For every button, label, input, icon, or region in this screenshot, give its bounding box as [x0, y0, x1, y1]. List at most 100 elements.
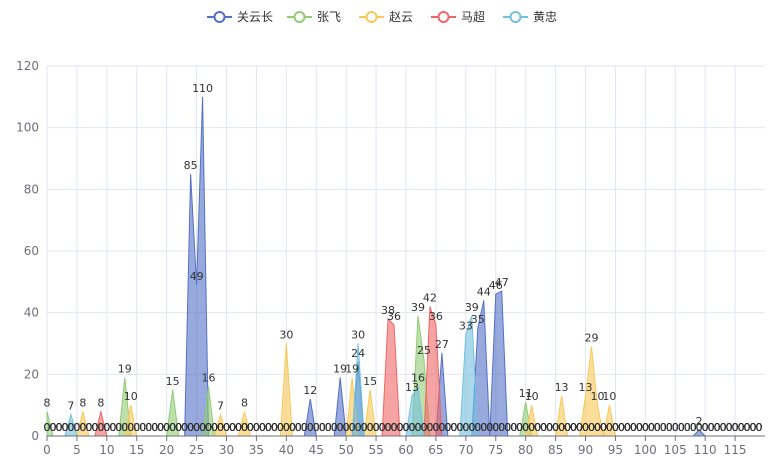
legend-item-3[interactable]: 马超: [431, 9, 485, 24]
data-label: 0: [546, 421, 553, 434]
data-label: 0: [229, 421, 236, 434]
data-label: 0: [648, 421, 655, 434]
data-label: 0: [654, 421, 661, 434]
data-label: 0: [414, 421, 421, 434]
data-label: 0: [79, 421, 86, 434]
legend-marker-icon: [293, 11, 306, 23]
data-label: 39: [411, 301, 425, 314]
data-label: 0: [385, 421, 392, 434]
data-label: 0: [49, 421, 56, 434]
data-label: 0: [115, 421, 122, 434]
data-label: 0: [385, 421, 392, 434]
data-label: 0: [343, 421, 350, 434]
data-label: 0: [265, 421, 272, 434]
legend-label: 张飞: [317, 10, 341, 24]
data-label: 0: [564, 421, 571, 434]
data-label: 24: [351, 347, 365, 360]
data-label: 0: [474, 421, 481, 434]
data-label: 0: [426, 421, 433, 434]
legend-item-2[interactable]: 赵云: [359, 10, 413, 24]
data-label: 0: [187, 421, 194, 434]
data-label: 0: [355, 421, 362, 434]
data-label: 0: [91, 421, 98, 434]
data-label: 0: [151, 421, 158, 434]
data-label: 0: [181, 421, 188, 434]
legend-item-0[interactable]: 关云长: [207, 10, 273, 24]
y-tick-label: 80: [24, 182, 39, 196]
data-label: 0: [157, 421, 164, 434]
data-label: 0: [163, 421, 170, 434]
data-label: 0: [271, 421, 278, 434]
data-label: 35: [471, 313, 485, 326]
data-label: 0: [618, 421, 625, 434]
data-label: 0: [175, 421, 182, 434]
data-label: 0: [277, 421, 284, 434]
data-label: 0: [666, 421, 673, 434]
data-label: 0: [259, 421, 266, 434]
data-label: 0: [247, 421, 254, 434]
data-label: 0: [678, 421, 685, 434]
legend-item-4[interactable]: 黄忠: [503, 10, 557, 24]
data-label: 0: [373, 421, 380, 434]
legend-item-1[interactable]: 张飞: [287, 10, 341, 24]
data-label: 0: [432, 421, 439, 434]
data-label: 0: [510, 421, 517, 434]
data-label: 0: [624, 421, 631, 434]
data-label: 0: [271, 421, 278, 434]
data-label: 0: [109, 421, 116, 434]
data-label: 0: [660, 421, 667, 434]
data-label: 0: [73, 421, 80, 434]
data-label: 0: [438, 421, 445, 434]
data-label: 0: [265, 421, 272, 434]
data-label: 0: [343, 421, 350, 434]
data-label: 0: [600, 421, 607, 434]
data-label: 0: [277, 421, 284, 434]
x-tick-label: 70: [458, 443, 473, 457]
data-label: 0: [181, 421, 188, 434]
data-label: 0: [600, 421, 607, 434]
data-label: 0: [654, 421, 661, 434]
data-label: 0: [115, 421, 122, 434]
data-labels: 0000000000000000000000008549110000000000…: [44, 82, 763, 434]
data-label: 0: [738, 421, 745, 434]
data-label: 0: [217, 421, 224, 434]
data-label: 0: [612, 421, 619, 434]
data-label: 0: [606, 421, 613, 434]
data-label: 0: [726, 421, 733, 434]
series-areas: [46, 96, 760, 437]
data-label: 0: [133, 421, 140, 434]
data-label: 0: [720, 421, 727, 434]
data-label: 0: [301, 421, 308, 434]
data-label: 0: [55, 421, 62, 434]
data-label: 0: [361, 421, 368, 434]
data-label: 0: [127, 421, 134, 434]
data-label: 0: [295, 421, 302, 434]
data-label: 0: [229, 421, 236, 434]
data-label: 0: [253, 421, 260, 434]
data-label: 0: [624, 421, 631, 434]
data-label: 0: [564, 421, 571, 434]
data-label: 0: [193, 421, 200, 434]
data-label: 0: [235, 421, 242, 434]
data-label: 0: [504, 421, 511, 434]
legend-marker-icon: [437, 11, 450, 23]
data-label: 0: [558, 421, 565, 434]
data-label: 0: [193, 421, 200, 434]
data-label: 0: [181, 421, 188, 434]
legend[interactable]: 关云长 张飞 赵云 马超 黄忠: [207, 9, 557, 24]
data-label: 0: [564, 421, 571, 434]
data-label: 0: [672, 421, 679, 434]
data-label: 0: [49, 421, 56, 434]
data-label: 0: [690, 421, 697, 434]
data-label: 0: [151, 421, 158, 434]
data-label: 0: [79, 421, 86, 434]
data-label: 16: [411, 372, 425, 385]
data-label: 0: [648, 421, 655, 434]
data-label: 0: [720, 421, 727, 434]
data-label: 0: [103, 421, 110, 434]
data-label: 0: [157, 421, 164, 434]
x-tick-label: 85: [548, 443, 563, 457]
data-label: 0: [462, 421, 469, 434]
data-label: 0: [480, 421, 487, 434]
data-label: 0: [468, 421, 475, 434]
